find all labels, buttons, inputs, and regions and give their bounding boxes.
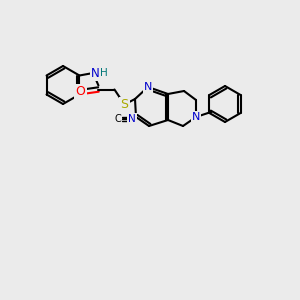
Text: S: S — [121, 98, 128, 111]
Text: H: H — [100, 68, 107, 79]
Text: N: N — [192, 112, 200, 122]
Text: N: N — [144, 82, 152, 92]
Text: C: C — [114, 114, 120, 124]
Text: N: N — [91, 67, 100, 80]
Text: C: C — [115, 114, 122, 124]
Text: N: N — [128, 114, 136, 124]
Text: O: O — [76, 85, 85, 98]
